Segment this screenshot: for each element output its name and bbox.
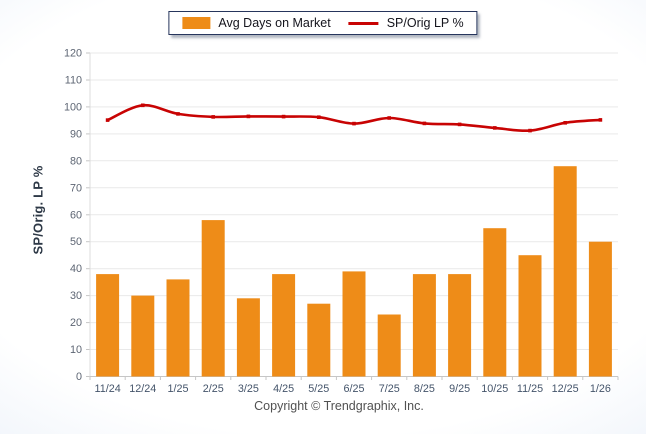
bar-avg-days: [588, 241, 612, 377]
bar-avg-days: [377, 314, 401, 377]
sp-orig-lp-point: [528, 128, 532, 133]
sp-orig-lp-point: [317, 115, 321, 119]
sp-orig-lp-point: [387, 116, 391, 120]
sp-orig-lp-point: [563, 121, 567, 125]
sp-orig-lp-point: [246, 114, 251, 119]
bar-avg-days: [412, 274, 436, 377]
bar-avg-days: [483, 228, 507, 377]
x-tick-label: 11/25: [517, 383, 543, 395]
sp-orig-lp-point: [422, 121, 427, 126]
x-tick-label: 2/25: [203, 383, 224, 395]
y-tick-label: 90: [70, 128, 82, 140]
sp-orig-lp-point: [598, 118, 603, 122]
x-tick-label: 12/24: [129, 383, 156, 395]
bar-avg-days: [272, 274, 296, 377]
y-tick-label: 30: [70, 290, 82, 302]
x-tick-label: 7/25: [379, 383, 400, 395]
bar-avg-days: [201, 220, 225, 377]
x-tick-label: 1/25: [167, 383, 188, 395]
x-tick-label: 1/26: [590, 383, 611, 395]
y-tick-label: 0: [76, 371, 82, 383]
bar-avg-days: [553, 166, 577, 377]
sp-orig-lp-point: [176, 112, 180, 116]
bar-avg-days: [236, 298, 260, 377]
sp-orig-lp-legend-swatch: [348, 21, 379, 25]
y-tick-label: 120: [64, 48, 82, 60]
x-tick-label: 9/25: [449, 383, 470, 395]
sp-orig-lp-point: [105, 118, 110, 122]
bar-avg-days: [96, 274, 120, 377]
x-tick-label: 3/25: [238, 383, 259, 395]
sp-orig-lp-point: [141, 103, 145, 108]
y-tick-label: 10: [70, 344, 82, 356]
avg-days-legend-label: Avg Days on Market: [218, 16, 331, 30]
sp-orig-lp-point: [211, 115, 215, 119]
y-tick-label: 70: [70, 182, 82, 194]
sp-orig-lp-point: [352, 121, 356, 126]
sp-orig-lp-point: [457, 122, 462, 127]
sp-orig-lp-point: [281, 114, 286, 119]
bar-avg-days: [448, 274, 472, 377]
chart-legend: Avg Days on Market SP/Orig LP %: [168, 11, 478, 35]
bar-avg-days: [307, 303, 331, 377]
x-tick-label: 11/24: [94, 383, 120, 395]
x-tick-label: 5/25: [308, 383, 329, 395]
y-tick-label: 60: [70, 209, 82, 221]
x-tick-label: 4/25: [273, 383, 294, 395]
sp-orig-lp-legend-label: SP/Orig LP %: [386, 16, 464, 30]
bar-avg-days: [166, 279, 190, 377]
y-tick-label: 20: [70, 317, 82, 329]
x-tick-label: 6/25: [343, 383, 364, 395]
y-tick-label: 80: [70, 155, 82, 167]
y-tick-label: 50: [70, 236, 82, 248]
bar-avg-days: [518, 255, 542, 377]
bar-avg-days: [342, 271, 366, 377]
bar-avg-days: [131, 295, 155, 377]
x-tick-label: 8/25: [414, 383, 435, 395]
x-tick-label: 12/25: [552, 383, 579, 395]
y-tick-label: 100: [64, 101, 82, 113]
copyright-text: Copyright © Trendgraphix, Inc.: [254, 399, 424, 413]
avg-days-legend-swatch: [182, 17, 211, 29]
x-tick-label: 10/25: [481, 383, 508, 395]
sp-orig-lp-point: [493, 126, 497, 130]
y-tick-label: 40: [70, 263, 82, 275]
y-tick-label: 110: [65, 75, 82, 87]
